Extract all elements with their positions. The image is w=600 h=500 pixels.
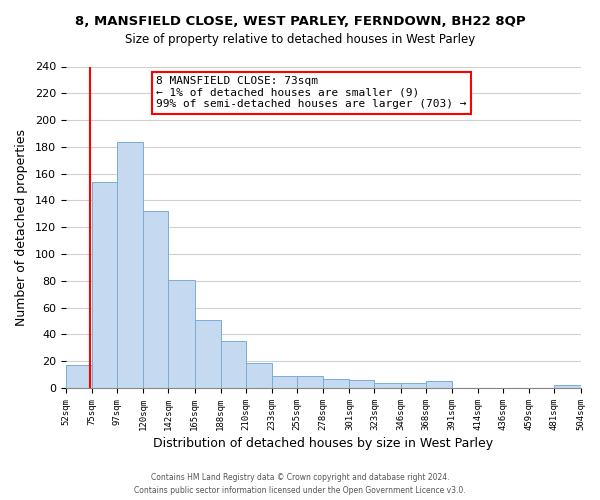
Bar: [66, 366, 92, 388]
Y-axis label: Number of detached properties: Number of detached properties: [15, 129, 28, 326]
Text: Size of property relative to detached houses in West Parley: Size of property relative to detached ho…: [125, 32, 475, 46]
Bar: [349, 380, 374, 388]
X-axis label: Distribution of detached houses by size in West Parley: Distribution of detached houses by size …: [153, 437, 493, 450]
Bar: [92, 182, 117, 388]
Bar: [246, 362, 272, 388]
Bar: [221, 341, 246, 388]
Bar: [169, 280, 194, 388]
Text: 8 MANSFIELD CLOSE: 73sqm
← 1% of detached houses are smaller (9)
99% of semi-det: 8 MANSFIELD CLOSE: 73sqm ← 1% of detache…: [156, 76, 466, 110]
Bar: [425, 382, 452, 388]
Bar: [117, 142, 143, 388]
Text: Contains HM Land Registry data © Crown copyright and database right 2024.
Contai: Contains HM Land Registry data © Crown c…: [134, 474, 466, 495]
Bar: [143, 211, 169, 388]
Bar: [374, 382, 401, 388]
Text: 8, MANSFIELD CLOSE, WEST PARLEY, FERNDOWN, BH22 8QP: 8, MANSFIELD CLOSE, WEST PARLEY, FERNDOW…: [74, 15, 526, 28]
Bar: [401, 382, 425, 388]
Bar: [194, 320, 221, 388]
Bar: [554, 386, 581, 388]
Bar: [272, 376, 297, 388]
Bar: [323, 378, 349, 388]
Bar: [297, 376, 323, 388]
